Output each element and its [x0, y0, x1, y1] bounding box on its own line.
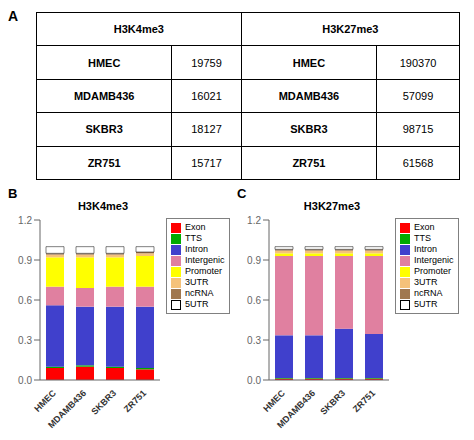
svg-text:1.2: 1.2 — [18, 215, 32, 226]
html-text:98715: 98715 — [402, 123, 434, 136]
html-text:61568: 61568 — [402, 156, 434, 169]
html-text:ZR751: ZR751 — [292, 156, 326, 169]
svg-text:MDAMB436: MDAMB436 — [46, 388, 88, 430]
svg-text:HMEC: HMEC — [32, 388, 58, 414]
html-text:TTS: TTS — [414, 233, 431, 243]
html-text:3UTR: 3UTR — [414, 277, 438, 287]
html-text:HMEC: HMEC — [87, 56, 121, 69]
svg-text:MDAMB436: MDAMB436 — [275, 388, 317, 430]
html-text:19759: 19759 — [191, 56, 222, 69]
html-text:ZR751: ZR751 — [87, 156, 121, 169]
svg-text:0.6: 0.6 — [247, 295, 261, 306]
html-text:Intergenic: Intergenic — [414, 255, 454, 265]
html-text:SKBR3: SKBR3 — [290, 123, 328, 136]
html-text:MDAMB436: MDAMB436 — [73, 90, 135, 102]
svg-text:0.9: 0.9 — [247, 255, 261, 266]
html-text:Exon: Exon — [414, 222, 435, 232]
html-text:A: A — [8, 8, 19, 24]
html-text:ncRNA: ncRNA — [414, 288, 443, 298]
html-text:5UTR: 5UTR — [414, 299, 438, 309]
svg-text:SKBR3: SKBR3 — [318, 388, 347, 417]
svg-text:ZR751: ZR751 — [122, 388, 148, 414]
html-text:H3K4me3: H3K4me3 — [77, 200, 129, 212]
html-text:190370: 190370 — [399, 56, 437, 69]
html-text:3UTR: 3UTR — [185, 277, 209, 287]
html-text:Exon: Exon — [185, 222, 206, 232]
svg-text:ZR751: ZR751 — [351, 388, 377, 414]
html-text:Intron: Intron — [414, 244, 437, 254]
svg-text:0.6: 0.6 — [18, 295, 32, 306]
html-text:16021: 16021 — [191, 90, 222, 102]
svg-text:0.3: 0.3 — [18, 335, 32, 346]
html-text:SKBR3: SKBR3 — [85, 123, 123, 136]
html-text:57099: 57099 — [402, 90, 434, 102]
html-text:Promoter: Promoter — [414, 266, 451, 276]
svg-text:HMEC: HMEC — [261, 388, 287, 414]
html-text:Promoter: Promoter — [185, 266, 222, 276]
html-text:H3K27me3: H3K27me3 — [322, 23, 379, 36]
html-text:HMEC: HMEC — [292, 56, 326, 69]
html-text:Intergenic: Intergenic — [185, 255, 225, 265]
svg-text:0.3: 0.3 — [247, 335, 261, 346]
html-text:ncRNA: ncRNA — [185, 288, 214, 298]
html-text:C: C — [237, 186, 247, 201]
html-text:5UTR: 5UTR — [185, 299, 209, 309]
html-text:B: B — [8, 186, 18, 201]
html-text:18127: 18127 — [191, 123, 222, 136]
html-text:TTS: TTS — [185, 233, 202, 243]
html-text:Intron: Intron — [185, 244, 208, 254]
svg-text:SKBR3: SKBR3 — [89, 388, 118, 417]
svg-text:0.0: 0.0 — [18, 375, 32, 386]
svg-text:0.9: 0.9 — [18, 255, 32, 266]
svg-text:1.2: 1.2 — [247, 215, 261, 226]
html-text:H3K27me3: H3K27me3 — [303, 200, 361, 212]
html-text:15717: 15717 — [191, 156, 222, 169]
html-text:H3K4me3: H3K4me3 — [113, 23, 164, 36]
html-text:MDAMB436: MDAMB436 — [278, 90, 340, 102]
svg-text:0.0: 0.0 — [247, 375, 261, 386]
